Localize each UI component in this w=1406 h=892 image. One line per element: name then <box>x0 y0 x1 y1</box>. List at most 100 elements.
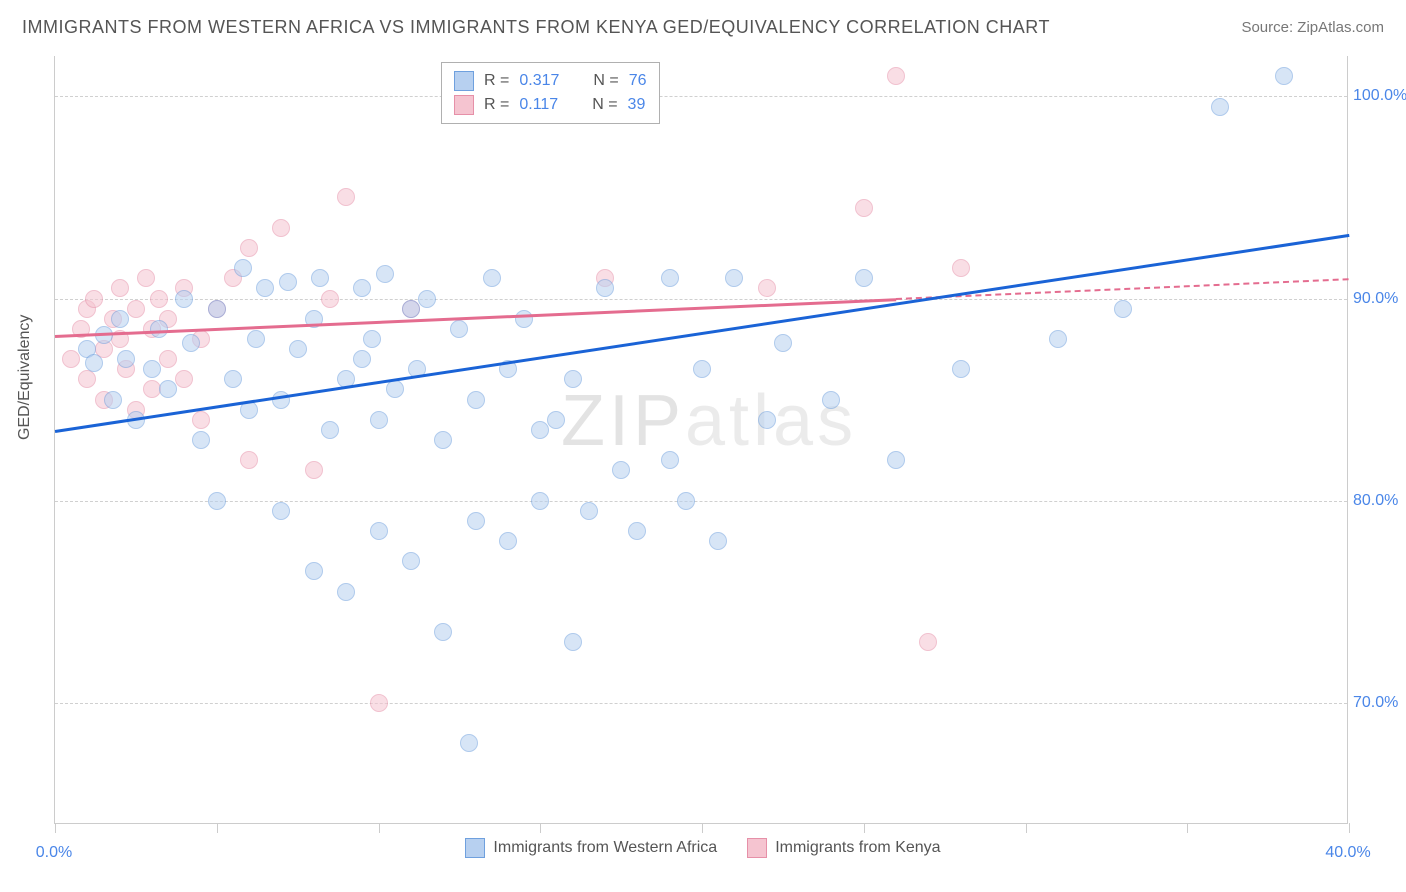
scatter-point <box>483 269 501 287</box>
scatter-point <box>402 300 420 318</box>
scatter-point <box>337 188 355 206</box>
scatter-point <box>952 259 970 277</box>
legend-label: Immigrants from Kenya <box>775 839 940 857</box>
scatter-point <box>111 310 129 328</box>
scatter-point <box>62 350 80 368</box>
scatter-point <box>467 391 485 409</box>
scatter-point <box>159 350 177 368</box>
scatter-point <box>159 380 177 398</box>
scatter-point <box>1049 330 1067 348</box>
bottom-legend: Immigrants from Western Africa Immigrant… <box>0 838 1406 858</box>
scatter-point <box>758 411 776 429</box>
scatter-point <box>887 67 905 85</box>
scatter-point <box>376 265 394 283</box>
scatter-point <box>150 320 168 338</box>
scatter-point <box>596 279 614 297</box>
x-tick <box>540 823 541 833</box>
scatter-point <box>247 330 265 348</box>
scatter-point <box>182 334 200 352</box>
r-value: 0.117 <box>519 96 558 114</box>
scatter-point <box>111 279 129 297</box>
scatter-point <box>208 492 226 510</box>
scatter-point <box>175 290 193 308</box>
scatter-point <box>289 340 307 358</box>
scatter-point <box>564 633 582 651</box>
r-label: R = <box>484 72 509 90</box>
scatter-point <box>1114 300 1132 318</box>
scatter-point <box>434 623 452 641</box>
x-tick <box>1187 823 1188 833</box>
trend-line-extension <box>896 278 1349 300</box>
scatter-point <box>117 350 135 368</box>
scatter-point <box>208 300 226 318</box>
scatter-point <box>370 522 388 540</box>
r-label: R = <box>484 96 509 114</box>
scatter-point <box>515 310 533 328</box>
scatter-point <box>272 219 290 237</box>
x-tick <box>55 823 56 833</box>
swatch-icon <box>465 838 485 858</box>
scatter-point <box>85 354 103 372</box>
scatter-point <box>363 330 381 348</box>
scatter-point <box>386 380 404 398</box>
scatter-point <box>224 370 242 388</box>
scatter-point <box>758 279 776 297</box>
scatter-point <box>499 532 517 550</box>
x-tick <box>1349 823 1350 833</box>
y-tick-label: 70.0% <box>1353 694 1406 712</box>
scatter-point <box>1211 98 1229 116</box>
scatter-point <box>192 411 210 429</box>
scatter-point <box>104 391 122 409</box>
n-label: N = <box>592 96 617 114</box>
scatter-point <box>337 583 355 601</box>
y-axis-label: GED/Equivalency <box>16 315 34 440</box>
chart-plot-area: 70.0%80.0%90.0%100.0%ZIPatlasR =0.317N =… <box>54 56 1348 824</box>
scatter-point <box>311 269 329 287</box>
scatter-point <box>531 492 549 510</box>
scatter-point <box>628 522 646 540</box>
scatter-point <box>353 279 371 297</box>
scatter-point <box>240 239 258 257</box>
scatter-point <box>272 391 290 409</box>
scatter-point <box>137 269 155 287</box>
scatter-point <box>467 512 485 530</box>
gridline <box>55 703 1347 704</box>
scatter-point <box>709 532 727 550</box>
legend-item-western-africa: Immigrants from Western Africa <box>465 838 717 858</box>
scatter-point <box>564 370 582 388</box>
n-value: 39 <box>628 96 646 114</box>
scatter-point <box>822 391 840 409</box>
scatter-point <box>85 290 103 308</box>
scatter-point <box>256 279 274 297</box>
scatter-point <box>353 350 371 368</box>
y-tick-label: 90.0% <box>1353 290 1406 308</box>
chart-title: IMMIGRANTS FROM WESTERN AFRICA VS IMMIGR… <box>22 17 1050 38</box>
scatter-point <box>321 290 339 308</box>
scatter-point <box>127 300 145 318</box>
gridline <box>55 299 1347 300</box>
scatter-point <box>952 360 970 378</box>
scatter-point <box>855 269 873 287</box>
scatter-point <box>240 451 258 469</box>
gridline <box>55 96 1347 97</box>
scatter-point <box>855 199 873 217</box>
scatter-point <box>774 334 792 352</box>
scatter-point <box>279 273 297 291</box>
scatter-point <box>547 411 565 429</box>
scatter-point <box>725 269 743 287</box>
y-tick-label: 100.0% <box>1353 87 1406 105</box>
stats-legend-row: R =0.317N =76 <box>454 69 647 93</box>
scatter-point <box>370 694 388 712</box>
scatter-point <box>234 259 252 277</box>
scatter-point <box>402 552 420 570</box>
scatter-point <box>418 290 436 308</box>
x-tick <box>702 823 703 833</box>
scatter-point <box>321 421 339 439</box>
x-tick <box>217 823 218 833</box>
scatter-point <box>531 421 549 439</box>
swatch-icon <box>454 95 474 115</box>
swatch-icon <box>747 838 767 858</box>
scatter-point <box>434 431 452 449</box>
scatter-point <box>192 431 210 449</box>
scatter-point <box>661 451 679 469</box>
